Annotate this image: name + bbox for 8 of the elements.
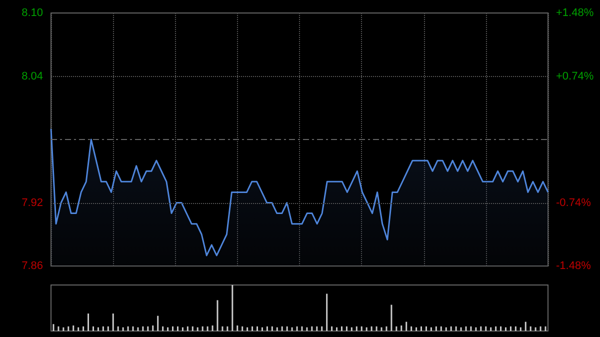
y-tick-label: 7.92 — [22, 196, 43, 209]
y2-tick-label: +0.74% — [556, 70, 594, 82]
y2-tick-label: -0.74% — [556, 196, 592, 209]
y2-tick-label: -1.48% — [556, 260, 592, 272]
y-tick-label: 8.04 — [22, 70, 43, 82]
y-tick-label: 8.10 — [22, 7, 43, 19]
y-tick-label: 7.86 — [22, 260, 43, 272]
y2-tick-label: +1.48% — [556, 7, 594, 19]
